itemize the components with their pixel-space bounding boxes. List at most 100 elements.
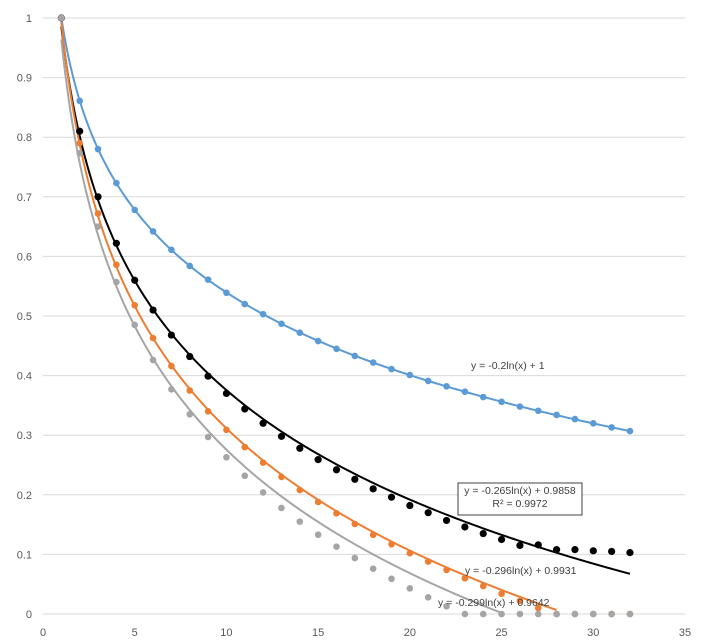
data-point-series-3: [351, 520, 359, 528]
x-tick-label: 0: [40, 627, 46, 639]
data-point-series-4: [223, 453, 230, 461]
trendline-equation: y = -0.299ln(x) + 0.9642: [438, 597, 550, 609]
data-point-series-3: [314, 498, 322, 506]
data-point-series-4: [571, 610, 579, 618]
data-point-series-3: [168, 362, 175, 370]
x-tick-label: 10: [220, 627, 232, 639]
data-point-series-4: [113, 278, 120, 286]
data-point-series-1: [333, 345, 340, 353]
y-tick-label: 0.9: [17, 73, 32, 85]
trendline-equation: y = -0.296ln(x) + 0.9931: [465, 565, 577, 577]
data-point-series-3: [131, 301, 139, 309]
data-point-series-3: [186, 387, 194, 394]
equation-box: [457, 482, 583, 516]
data-point-series-2: [241, 405, 249, 413]
x-tick-label: 35: [679, 627, 691, 639]
trendlines: [60, 17, 631, 614]
data-point-series-2: [76, 127, 84, 135]
data-point-series-2: [314, 456, 322, 464]
data-point-series-1: [278, 320, 285, 328]
data-point-series-1: [168, 246, 175, 254]
data-point-series-1: [314, 337, 322, 345]
data-point-series-3: [498, 590, 505, 598]
x-tick-label: 15: [312, 627, 324, 639]
data-point-series-2: [553, 546, 561, 554]
data-point-series-2: [332, 466, 341, 474]
data-point-series-2: [406, 501, 414, 510]
data-point-series-2: [131, 276, 139, 284]
y-tick-label: 0.2: [17, 490, 32, 502]
data-point-series-4: [314, 531, 322, 539]
y-tick-label: 0.4: [17, 371, 32, 383]
data-point-series-1: [534, 407, 542, 415]
data-point-series-2: [461, 523, 469, 531]
y-tick-label: 0.3: [17, 430, 32, 442]
data-point-series-1: [351, 352, 359, 360]
data-point-series-1: [424, 377, 432, 385]
data-point-series-3: [241, 443, 249, 451]
gridlines: [43, 17, 685, 615]
data-point-series-3: [333, 509, 340, 517]
data-point-series-3: [443, 566, 450, 574]
trendline-series-1: [60, 17, 631, 433]
y-tick-label: 0.6: [17, 251, 32, 263]
data-point-series-2: [608, 547, 616, 556]
x-tick-label: 25: [495, 627, 507, 639]
data-point-series-1: [94, 145, 102, 153]
trendline-series-3: [60, 21, 557, 611]
data-point-series-2: [222, 389, 231, 398]
data-point-series-4: [461, 610, 469, 618]
data-point-series-4: [443, 602, 450, 610]
data-point-series-1: [553, 411, 560, 419]
data-point-series-4: [424, 594, 432, 601]
data-point-series-1: [479, 393, 487, 401]
data-point-series-1: [131, 206, 139, 214]
data-point-series-2: [94, 193, 102, 201]
data-point-series-3: [223, 426, 230, 434]
data-point-series-3: [369, 531, 377, 539]
data-point-series-3: [461, 574, 469, 582]
data-point-series-2: [387, 493, 396, 501]
data-point-series-2: [626, 549, 634, 557]
data-point-series-2: [296, 444, 304, 452]
data-point-series-1: [223, 289, 230, 297]
data-point-series-3: [204, 408, 212, 415]
data-point-series-3: [296, 486, 304, 494]
trendline-equations: y = -0.2ln(x) + 1 y = -0.265ln(x) + 0.985…: [438, 360, 583, 609]
data-point-series-4: [76, 149, 83, 157]
x-tick-label: 30: [587, 627, 599, 639]
data-point-series-1: [608, 424, 615, 431]
data-point-series-4: [131, 321, 139, 329]
y-tick-label: 0.8: [17, 132, 32, 144]
data-point-series-2: [369, 485, 377, 493]
data-point-series-3: [479, 582, 487, 590]
data-point-series-3: [149, 334, 157, 342]
data-point-series-4: [58, 14, 65, 22]
trendline-equation: y = -0.2ln(x) + 1: [471, 360, 545, 372]
data-point-series-1: [296, 329, 304, 336]
data-point-series-1: [443, 383, 450, 390]
data-point-series-2: [534, 541, 542, 549]
x-tick-label: 5: [132, 627, 138, 639]
data-point-series-4: [516, 610, 524, 618]
data-point-series-3: [534, 604, 542, 612]
data-point-series-1: [186, 262, 194, 270]
data-point-series-1: [241, 300, 249, 308]
data-point-series-4: [479, 610, 487, 618]
data-point-series-1: [571, 415, 579, 423]
data-point-series-1: [461, 388, 469, 395]
data-point-series-2: [479, 529, 487, 538]
data-point-series-3: [113, 261, 120, 269]
data-point-series-4: [553, 610, 560, 618]
data-point-series-2: [186, 352, 194, 361]
data-point-series-4: [626, 610, 634, 618]
data-point-series-2: [112, 239, 120, 247]
trendline-equation: y = -0.265ln(x) + 0.9858: [464, 485, 576, 497]
data-point-series-4: [259, 489, 267, 496]
axes: 00.10.20.30.40.50.60.70.80.910 5 10 15 20 25 3…: [17, 13, 691, 639]
data-point-series-3: [94, 210, 102, 217]
data-point-series-4: [351, 554, 359, 562]
data-point-series-3: [76, 139, 83, 147]
